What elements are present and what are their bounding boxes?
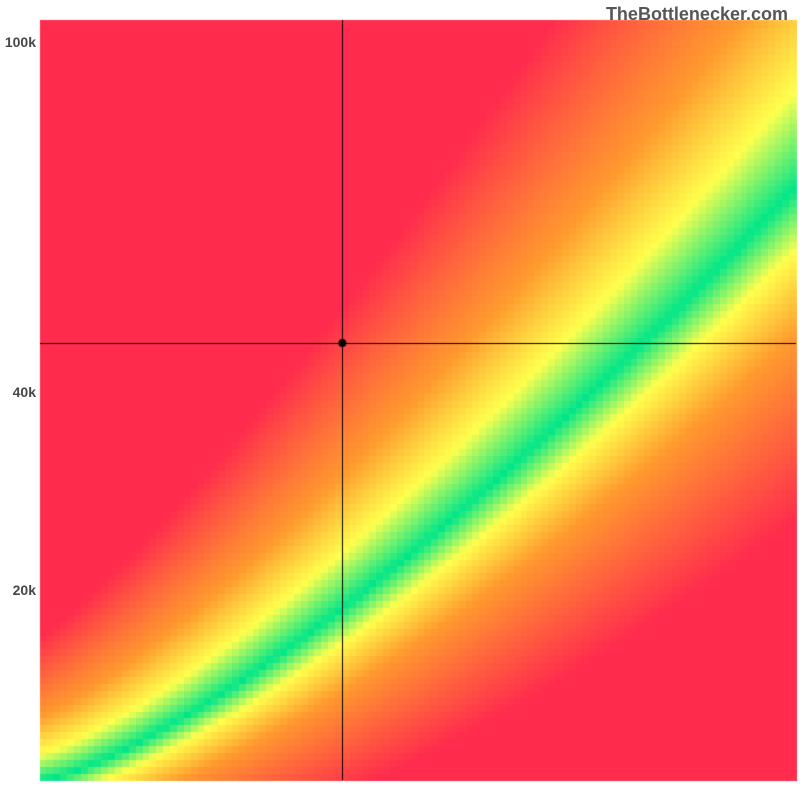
crosshair-overlay	[0, 0, 800, 800]
